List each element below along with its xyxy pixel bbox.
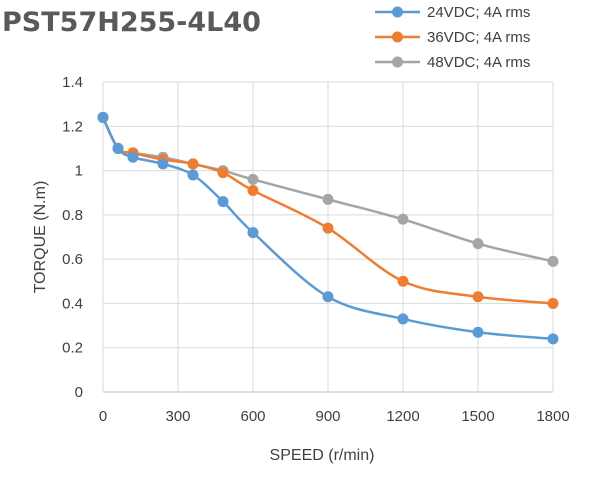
data-point bbox=[472, 238, 484, 250]
data-point bbox=[547, 333, 559, 345]
data-point bbox=[217, 167, 229, 179]
data-point bbox=[472, 326, 484, 338]
data-point bbox=[247, 227, 259, 239]
data-point bbox=[247, 185, 259, 196]
y-tick-label: 1.4 bbox=[62, 74, 83, 91]
y-tick-label: 0.4 bbox=[62, 295, 83, 312]
x-tick-label: 600 bbox=[240, 408, 265, 425]
legend-marker bbox=[392, 56, 403, 68]
chart-title: PST57H255-4L40 bbox=[2, 7, 261, 38]
y-tick-label: 0.8 bbox=[62, 207, 83, 224]
data-point bbox=[547, 255, 559, 267]
y-tick-label: 0 bbox=[75, 384, 83, 401]
data-point bbox=[187, 158, 199, 170]
legend-marker bbox=[392, 31, 403, 43]
x-tick-label: 900 bbox=[315, 408, 340, 425]
y-tick-label: 1.2 bbox=[62, 118, 83, 135]
chart-series bbox=[97, 111, 559, 345]
legend-item: 36VDC; 4A rms bbox=[375, 29, 530, 46]
legend-marker bbox=[392, 6, 403, 18]
data-point bbox=[127, 151, 139, 163]
x-tick-label: 1500 bbox=[461, 408, 494, 425]
data-point bbox=[322, 222, 334, 234]
y-tick-label: 0.6 bbox=[62, 251, 83, 268]
x-tick-label: 300 bbox=[165, 408, 190, 425]
legend-label: 24VDC; 4A rms bbox=[427, 4, 530, 21]
y-tick-label: 1 bbox=[75, 163, 83, 180]
data-point bbox=[547, 297, 559, 309]
y-tick-label: 0.2 bbox=[62, 340, 83, 357]
data-point bbox=[472, 291, 484, 303]
y-axis-ticks: 0 0.2 0.4 0.6 0.8 1 1.2 1.4 bbox=[62, 74, 83, 401]
data-point bbox=[322, 291, 334, 303]
legend-label: 36VDC; 4A rms bbox=[427, 29, 530, 46]
x-tick-label: 0 bbox=[99, 408, 107, 425]
data-point bbox=[97, 111, 109, 123]
x-tick-label: 1200 bbox=[386, 408, 419, 425]
x-axis-ticks: 0 300 600 900 1200 1500 1800 bbox=[99, 408, 570, 425]
data-point bbox=[217, 196, 229, 208]
legend-label: 48VDC; 4A rms bbox=[427, 54, 530, 71]
legend-item: 48VDC; 4A rms bbox=[375, 54, 530, 71]
chart-grid bbox=[102, 81, 554, 393]
data-point bbox=[397, 275, 409, 287]
data-point bbox=[112, 142, 124, 154]
data-point bbox=[397, 313, 409, 325]
series-1 bbox=[97, 111, 559, 345]
y-axis-label: TORQUE (N.m) bbox=[32, 181, 49, 294]
data-point bbox=[187, 169, 199, 181]
data-point bbox=[157, 158, 169, 170]
data-point bbox=[247, 173, 259, 185]
chart-legend: 24VDC; 4A rms 36VDC; 4A rms 48VDC; 4A rms bbox=[375, 4, 530, 71]
data-point bbox=[397, 213, 409, 225]
x-axis-label: SPEED (r/min) bbox=[270, 447, 375, 464]
x-tick-label: 1800 bbox=[536, 408, 569, 425]
data-point bbox=[322, 193, 334, 205]
legend-item: 24VDC; 4A rms bbox=[375, 4, 530, 21]
